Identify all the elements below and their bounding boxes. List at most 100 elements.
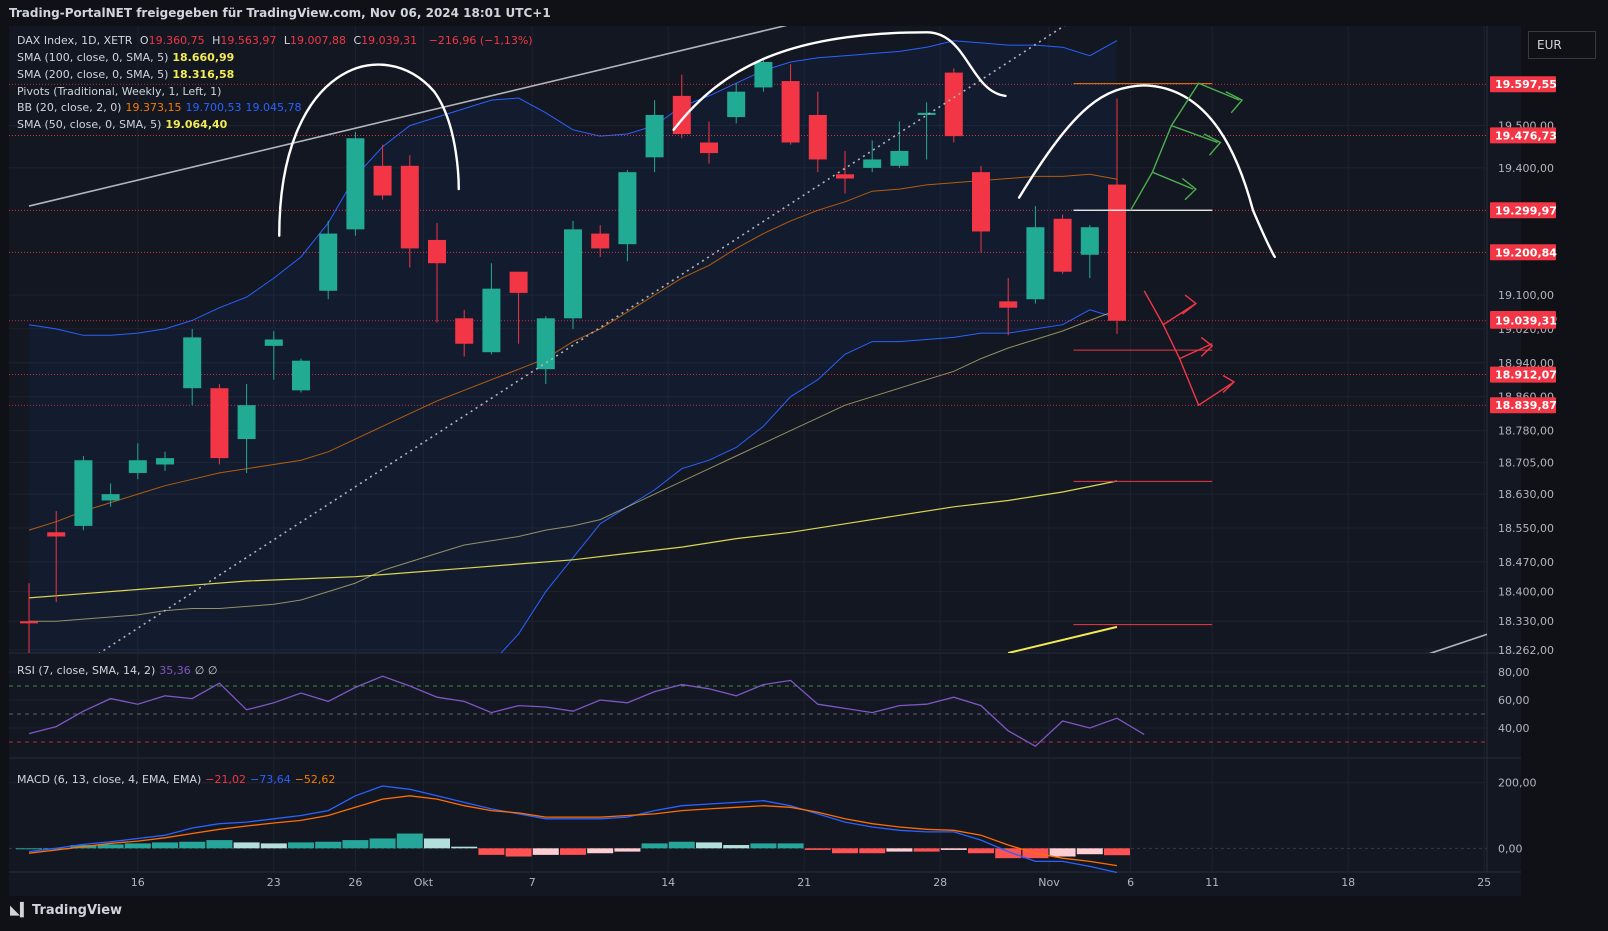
candle-body <box>536 318 555 370</box>
macd-hist-bar <box>396 833 423 849</box>
candle-body <box>999 301 1018 308</box>
currency-selector[interactable]: EUR <box>1528 31 1596 59</box>
macd-hist-bar <box>560 848 586 855</box>
legend-pivots[interactable]: Pivots (Traditional, Weekly, 1, Left, 1) <box>17 85 222 98</box>
macd-hist-bar <box>233 842 260 849</box>
macd-hist-bar <box>668 841 695 849</box>
macd-hist-bar <box>995 848 1022 859</box>
legend-bb[interactable]: BB (20, close, 2, 0) 19.373,15 19.700,53 19… <box>17 101 302 114</box>
x-tick-label: 14 <box>661 876 675 889</box>
bb-lower-line <box>500 309 1118 653</box>
candle-body <box>808 114 827 160</box>
macd-hist-bar <box>505 848 532 857</box>
candle-body <box>101 494 120 501</box>
trend-line <box>28 26 788 207</box>
candle-body <box>836 174 854 179</box>
candle-body <box>890 150 909 166</box>
candle-body <box>264 339 283 346</box>
legend-sma50[interactable]: SMA (50, close, 0, SMA, 5) 19.064,40 <box>17 118 228 131</box>
price-label-box <box>1490 397 1556 414</box>
candle-body <box>700 142 718 154</box>
candle-body <box>292 360 310 391</box>
candle-body <box>482 288 501 353</box>
candle-body <box>156 458 174 465</box>
price-label-box <box>1490 366 1556 383</box>
bb-basis-line <box>28 173 1118 531</box>
tv-logo-icon: ◣▍ <box>10 903 30 918</box>
macd-hist-bar <box>97 844 124 849</box>
candle-body <box>455 318 474 344</box>
candle-layer <box>20 57 1126 653</box>
candle-body <box>237 405 256 440</box>
macd-hist-bar <box>614 848 641 852</box>
macd-hist-bar <box>288 842 314 849</box>
macd-pane: 200,00 0,00 <box>9 777 1537 874</box>
macd-hist-bar <box>859 848 886 854</box>
x-tick-label: 25 <box>1477 876 1491 889</box>
bb-upper-line <box>28 40 1118 336</box>
annotation-drawings <box>28 26 1487 653</box>
head-shoulder-arc-left <box>278 63 460 237</box>
bullish-projection-arrow <box>1171 124 1218 144</box>
macd-hist-bar <box>886 848 913 852</box>
candle-body <box>319 233 338 291</box>
macd-hist-bar <box>342 840 369 849</box>
candle-body <box>74 460 93 526</box>
macd-hist-bar <box>1049 848 1076 857</box>
arrow-head-icon <box>1200 336 1214 357</box>
macd-hist-bar <box>16 848 42 850</box>
candle-body <box>1026 227 1045 300</box>
x-tick-label: Okt <box>414 876 434 889</box>
candle-body <box>591 233 610 249</box>
sma50-line <box>29 309 1118 622</box>
arrow-head-icon <box>1203 133 1222 156</box>
macd-hist-bar <box>451 846 478 849</box>
macd-hist-bar <box>152 842 178 849</box>
candle-body <box>183 337 202 389</box>
x-tick-label: Nov <box>1038 876 1060 889</box>
candle-body <box>47 532 66 537</box>
macd-hist-bar <box>750 843 777 849</box>
candle-body <box>917 112 936 115</box>
macd-hist-bar <box>968 848 994 854</box>
candle-body <box>20 621 38 624</box>
x-tick-label: 18 <box>1341 876 1355 889</box>
indicator-layer <box>28 40 1118 653</box>
candle-body <box>754 62 773 88</box>
x-tick-label: 16 <box>131 876 145 889</box>
y-tick-label: 18.780,00 <box>1498 425 1554 438</box>
candle-body <box>400 165 419 249</box>
candle-body <box>428 239 446 264</box>
bb-fill <box>29 40 1117 653</box>
candle-body <box>1053 218 1072 272</box>
candle-body <box>944 72 963 137</box>
rsi-pane: 80,00 60,00 40,00 <box>9 666 1530 747</box>
x-tick-label: 26 <box>348 876 362 889</box>
price-label: 19.597,55 <box>1495 78 1557 91</box>
candle-body <box>727 91 746 118</box>
macd-hist-bar <box>532 848 559 855</box>
legend-macd[interactable]: MACD (6, 13, close, 4, EMA, EMA) −21,02 −7… <box>17 773 336 786</box>
legend-sma100[interactable]: SMA (100, close, 0, SMA, 5) 18.660,99 <box>17 51 235 64</box>
candle-body <box>1080 227 1099 255</box>
price-label: 19.299,97 <box>1495 204 1557 217</box>
head-shoulder-arc-center <box>672 31 1007 131</box>
candle-body <box>618 172 637 245</box>
rsi-tick-label: 80,00 <box>1498 666 1530 679</box>
candle-body <box>863 159 882 168</box>
legend-change: −216,96 (−1,13%) <box>428 34 533 47</box>
time-axis: 16 23 26 Okt 7 14 21 28 Nov 6 11 18 25 <box>131 876 1491 889</box>
macd-hist-bar <box>1104 848 1130 856</box>
legend-rsi[interactable]: RSI (7, close, SMA, 14, 2) 35,36 ∅ ∅ <box>17 664 218 677</box>
x-tick-label: 6 <box>1127 876 1134 889</box>
candle-body <box>373 165 392 196</box>
price-label: 19.039,31 <box>1495 315 1557 328</box>
x-tick-label: 7 <box>529 876 536 889</box>
legend-sma200[interactable]: SMA (200, close, 0, SMA, 5) 18.316,58 <box>17 68 235 81</box>
macd-hist-bar <box>369 838 396 849</box>
macd-line <box>28 785 1118 874</box>
candle-body <box>972 172 990 232</box>
y-tick-label: 18.705,00 <box>1498 456 1554 469</box>
candle-body <box>1108 184 1126 321</box>
